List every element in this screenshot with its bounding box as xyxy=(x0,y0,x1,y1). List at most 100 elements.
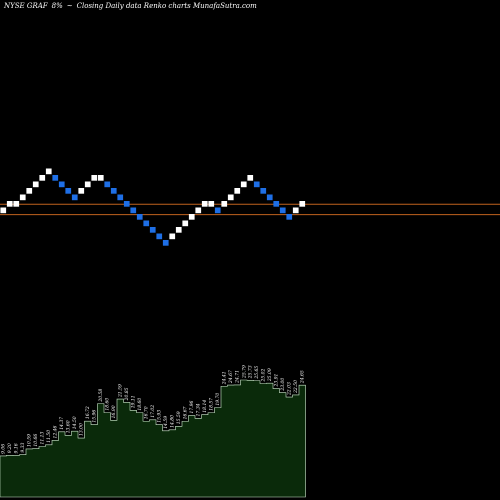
renko-brick xyxy=(240,181,247,188)
volume-label: 24.65 xyxy=(300,370,306,384)
renko-brick xyxy=(97,175,104,181)
renko-brick xyxy=(0,207,7,214)
renko-brick xyxy=(169,233,176,240)
renko-brick xyxy=(221,201,228,207)
renko-bricks xyxy=(0,168,306,246)
volume-label: 24.67 xyxy=(228,370,234,384)
volume-label: 18.57 xyxy=(209,398,215,411)
renko-brick xyxy=(71,194,78,201)
volume-label: 14.59 xyxy=(163,416,169,429)
renko-brick xyxy=(156,233,163,240)
volume-label: 24.71 xyxy=(235,370,241,384)
volume-label: 22.50 xyxy=(293,380,299,394)
volume-label: 25.02 xyxy=(261,368,267,382)
volume-label: 20.85 xyxy=(124,387,130,401)
volume-label: 18.60 xyxy=(105,398,111,411)
volume-label: 25.73 xyxy=(248,365,254,379)
volume-label: 20.58 xyxy=(98,389,104,403)
renko-brick xyxy=(117,194,124,201)
caption-text: Closing Daily data Renko charts MunafaSu… xyxy=(76,2,257,10)
renko-brick xyxy=(260,188,267,194)
renko-brick xyxy=(130,207,137,214)
volume-label: 12.46 xyxy=(53,425,59,438)
renko-brick xyxy=(247,175,254,181)
renko-brick xyxy=(273,201,280,207)
renko-brick xyxy=(39,175,46,181)
volume-label: 11.50 xyxy=(46,430,52,443)
volume-label: 16.70 xyxy=(144,406,150,419)
renko-brick xyxy=(266,194,273,201)
renko-brick xyxy=(182,220,189,227)
volume-label: 21.59 xyxy=(118,384,124,398)
renko-brick xyxy=(32,181,39,188)
renko-brick xyxy=(26,188,33,194)
renko-brick xyxy=(175,227,182,233)
renko-brick xyxy=(123,201,130,207)
volume-area xyxy=(0,379,306,498)
renko-brick xyxy=(136,214,143,220)
renko-brick xyxy=(214,207,221,214)
volume-label: 10.66 xyxy=(33,434,39,447)
volume-area-path xyxy=(0,379,306,498)
volume-label: 13.60 xyxy=(66,420,72,433)
renko-brick xyxy=(65,188,72,194)
volume-label: 14.37 xyxy=(59,417,65,430)
reference-lines xyxy=(0,203,500,216)
volume-label: 9.20 xyxy=(7,443,13,453)
renko-brick xyxy=(279,207,286,214)
volume-label: 9.33 xyxy=(20,443,26,453)
volume-label: 15.93 xyxy=(157,410,163,423)
renko-brick xyxy=(52,175,59,181)
renko-brick xyxy=(234,188,241,194)
arrow-label: ~ xyxy=(66,2,73,10)
volume-label: 25.79 xyxy=(241,365,247,379)
volume-label: 16.72 xyxy=(85,406,91,419)
renko-brick xyxy=(208,201,215,207)
volume-label: 16.90 xyxy=(111,405,117,418)
chart-caption: NYSE GRAF 8% ~ Closing Daily data Renko cha… xyxy=(4,2,261,10)
renko-brick xyxy=(91,175,98,181)
volume-label: 10.59 xyxy=(27,434,33,447)
renko-brick xyxy=(195,207,202,214)
volume-label: 9.06 xyxy=(1,444,7,454)
renko-brick xyxy=(286,214,293,220)
renko-brick xyxy=(162,240,169,246)
renko-brick xyxy=(201,201,208,207)
volume-label: 18.60 xyxy=(137,398,143,411)
volume-label: 17.34 xyxy=(196,403,202,416)
renko-brick xyxy=(292,207,299,214)
renko-brick xyxy=(45,168,52,175)
renko-brick xyxy=(19,194,26,201)
volume-label: 19.11 xyxy=(131,395,137,408)
renko-brick xyxy=(110,188,117,194)
volume-label: 14.50 xyxy=(72,416,78,429)
volume-label: 17.96 xyxy=(189,401,195,414)
renko-brick xyxy=(104,181,111,188)
ticker-label: NYSE GRAF xyxy=(4,2,48,10)
renko-brick xyxy=(227,194,234,201)
renko-brick xyxy=(299,201,306,207)
volume-label: 18.14 xyxy=(202,400,208,413)
volume-label: 25.09 xyxy=(267,368,273,382)
renko-brick xyxy=(149,227,156,233)
volume-label: 19.70 xyxy=(215,393,221,406)
volume-label: 11.13 xyxy=(40,431,46,444)
renko-brick xyxy=(253,181,260,188)
volume-label: 25.65 xyxy=(254,366,260,380)
volume-label: 17.02 xyxy=(150,405,156,418)
volume-label: 24.41 xyxy=(222,371,228,385)
renko-brick xyxy=(84,181,91,188)
volume-label: 13.00 xyxy=(79,423,85,436)
renko-brick xyxy=(13,201,20,207)
renko-brick xyxy=(6,201,13,207)
renko-brick xyxy=(188,214,195,220)
renko-brick xyxy=(78,188,85,194)
volume-label: 15.59 xyxy=(176,411,182,424)
renko-brick xyxy=(58,181,65,188)
volume-label: 14.80 xyxy=(170,415,176,428)
change-label: 8% xyxy=(51,2,63,10)
volume-label: 22.03 xyxy=(287,382,293,396)
